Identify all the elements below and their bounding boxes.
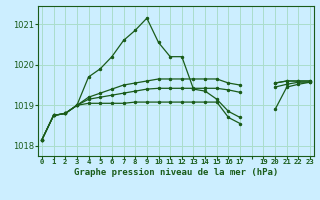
X-axis label: Graphe pression niveau de la mer (hPa): Graphe pression niveau de la mer (hPa): [74, 168, 278, 177]
